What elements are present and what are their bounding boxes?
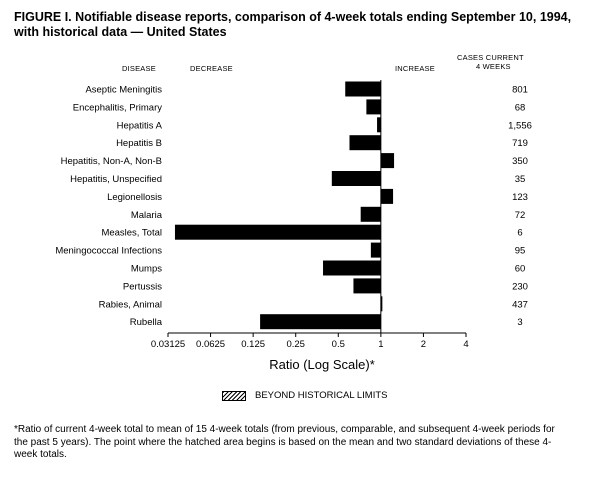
cases-value: 230 <box>512 281 528 292</box>
legend: BEYOND HISTORICAL LIMITS <box>222 390 388 401</box>
bar <box>377 117 381 133</box>
category-label: Meningococcal Infections <box>55 246 162 257</box>
bar <box>380 153 395 169</box>
category-label: Mumps <box>131 264 162 275</box>
cases-value: 350 <box>512 156 528 167</box>
x-tick-label: 0.03125 <box>151 339 185 350</box>
category-label: Measles, Total <box>101 228 162 239</box>
cases-header-line2: 4 WEEKS <box>476 62 511 71</box>
x-tick-label: 2 <box>421 339 426 350</box>
figure-title: FIGURE I. Notifiable disease reports, co… <box>14 10 572 39</box>
increase-header: INCREASE <box>395 64 435 73</box>
decrease-header: DECREASE <box>190 64 233 73</box>
bar <box>360 206 381 222</box>
category-label: Hepatitis A <box>117 120 163 131</box>
disease-column-header: DISEASE <box>122 64 156 73</box>
category-label: Rabies, Animal <box>99 299 162 310</box>
cases-value: 95 <box>515 246 526 257</box>
cases-value: 801 <box>512 85 528 96</box>
x-tick-label: 0.0625 <box>196 339 225 350</box>
bar <box>331 171 381 186</box>
cases-value: 72 <box>515 210 526 221</box>
x-axis-title: Ratio (Log Scale)* <box>269 357 375 372</box>
cases-value: 719 <box>512 138 528 149</box>
cases-value: 123 <box>512 192 528 203</box>
category-label: Rubella <box>130 317 163 328</box>
bar <box>366 99 381 115</box>
cases-value: 60 <box>515 264 526 275</box>
cases-value: 3 <box>517 317 522 328</box>
bar <box>260 314 381 330</box>
cases-value: 437 <box>512 299 528 310</box>
hatched-swatch-icon <box>222 390 246 401</box>
bar <box>380 188 394 204</box>
bar <box>353 278 381 294</box>
footnote: *Ratio of current 4-week total to mean o… <box>14 424 555 460</box>
x-tick-label: 0.25 <box>286 339 305 350</box>
x-tick-label: 0.5 <box>332 339 345 350</box>
cases-header-line1: CASES CURRENT <box>457 53 524 62</box>
bar <box>380 296 383 312</box>
x-tick-label: 4 <box>463 339 468 350</box>
x-tick-label: 0.125 <box>241 339 265 350</box>
category-label: Aseptic Meningitis <box>85 85 162 96</box>
category-label: Encephalitis, Primary <box>73 102 162 113</box>
category-label: Malaria <box>131 210 163 221</box>
category-label: Hepatitis, Non-A, Non-B <box>61 156 162 167</box>
bar <box>370 242 381 258</box>
category-label: Hepatitis, Unspecified <box>70 174 162 185</box>
legend-label: BEYOND HISTORICAL LIMITS <box>255 390 388 401</box>
category-label: Legionellosis <box>107 192 162 203</box>
cases-value: 35 <box>515 174 526 185</box>
cases-value: 6 <box>517 228 522 239</box>
bar <box>174 224 381 240</box>
bar <box>349 135 381 151</box>
bar <box>323 260 381 276</box>
cases-value: 1,556 <box>508 120 532 131</box>
category-label: Hepatitis B <box>116 138 162 149</box>
cases-value: 68 <box>515 102 526 113</box>
x-tick-label: 1 <box>378 339 383 350</box>
category-label: Pertussis <box>123 281 162 292</box>
bar <box>345 81 381 97</box>
